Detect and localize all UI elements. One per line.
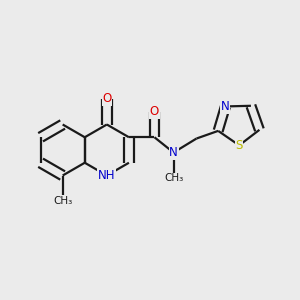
Text: O: O [150, 105, 159, 118]
Text: N: N [221, 100, 230, 113]
Text: S: S [236, 139, 243, 152]
Text: CH₃: CH₃ [53, 196, 72, 206]
Text: O: O [102, 92, 112, 106]
Text: NH: NH [98, 169, 116, 182]
Text: CH₃: CH₃ [164, 173, 183, 183]
Text: N: N [169, 146, 178, 159]
